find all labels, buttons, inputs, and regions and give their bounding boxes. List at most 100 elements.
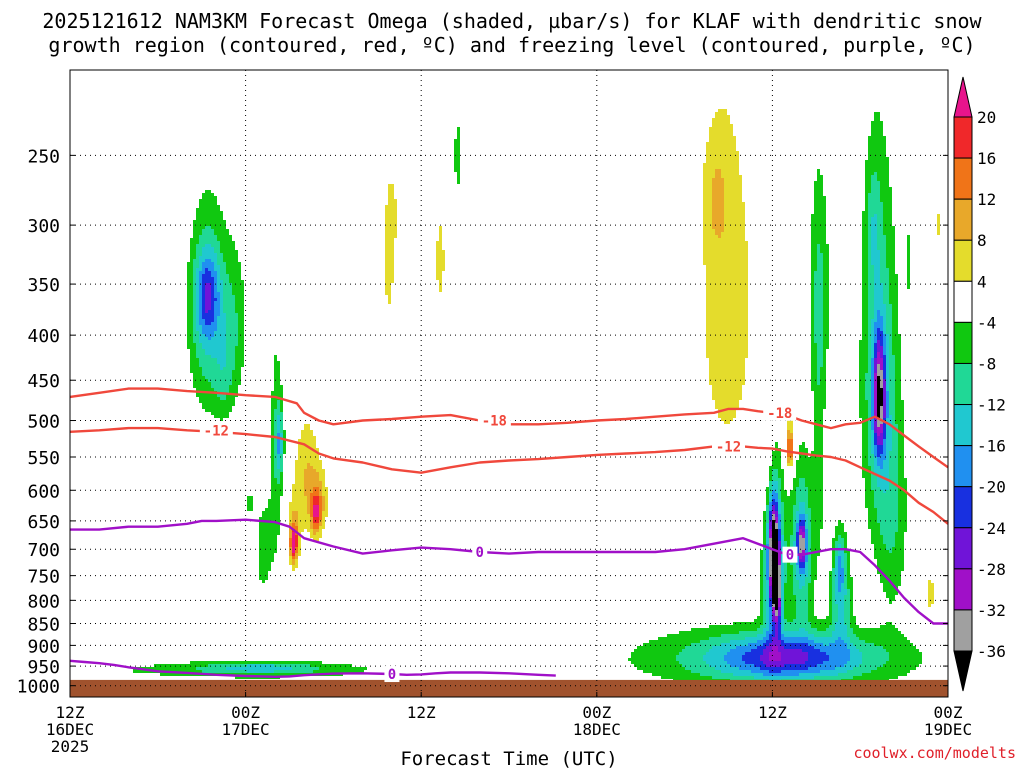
omega-cell (271, 412, 274, 415)
omega-cell (277, 463, 280, 466)
omega-cell (823, 259, 829, 262)
omega-cell (880, 262, 886, 265)
omega-cell (223, 259, 238, 262)
omega-cell (880, 271, 889, 274)
omega-cell (883, 445, 886, 448)
y-tick-label: 350 (27, 275, 60, 296)
omega-cell (775, 511, 778, 514)
omega-cell (289, 562, 292, 565)
omega-cell (310, 535, 322, 538)
omega-cell (811, 331, 814, 334)
omega-cell (313, 529, 319, 532)
omega-cell (880, 577, 901, 580)
omega-cell (772, 610, 775, 613)
omega-cell (205, 286, 211, 289)
omega-cell (307, 508, 310, 511)
omega-cell (877, 328, 880, 331)
omega-cell (217, 322, 226, 325)
omega-cell (907, 271, 910, 274)
omega-cell (220, 247, 235, 250)
omega-cell (187, 310, 193, 313)
omega-cell (199, 364, 220, 367)
colorbar-label: -20 (977, 478, 1006, 497)
omega-cell (193, 310, 196, 313)
omega-cell (841, 565, 844, 568)
omega-cell (883, 538, 895, 541)
omega-cell (847, 568, 850, 571)
omega-cell (835, 577, 838, 580)
omega-cell (793, 526, 796, 529)
x-tick-label: 12Z (56, 703, 85, 722)
omega-cell (832, 598, 835, 601)
omega-cell (898, 523, 907, 526)
omega-cell (781, 622, 784, 625)
omega-cell (829, 643, 847, 646)
omega-cell (859, 364, 868, 367)
omega-cell (193, 307, 196, 310)
omega-cell (319, 499, 322, 502)
omega-cell (280, 481, 283, 484)
omega-cell (877, 421, 883, 424)
omega-cell (769, 553, 772, 556)
omega-cell (295, 550, 298, 553)
omega-cell (763, 553, 766, 556)
omega-cell (847, 565, 850, 568)
omega-cell (454, 151, 460, 154)
omega-cell (817, 253, 823, 256)
omega-cell (805, 580, 811, 583)
omega-cell (871, 379, 874, 382)
omega-cell (712, 391, 742, 394)
omega-cell (235, 301, 244, 304)
omega-cell (772, 640, 781, 643)
omega-cell (871, 349, 874, 352)
omega-cell (211, 298, 217, 301)
omega-cell (811, 232, 826, 235)
omega-cell (193, 373, 202, 376)
omega-cell (703, 253, 748, 256)
omega-cell (811, 520, 823, 523)
omega-cell (703, 187, 712, 190)
omega-cell (211, 286, 214, 289)
omega-cell (796, 559, 799, 562)
omega-cell (811, 508, 823, 511)
omega-cell (199, 340, 226, 343)
omega-cell (862, 658, 889, 661)
omega-cell (820, 379, 826, 382)
omega-cell (805, 523, 808, 526)
omega-cell (865, 376, 871, 379)
omega-cell (781, 574, 784, 577)
omega-cell (865, 499, 874, 502)
omega-cell (862, 445, 868, 448)
omega-cell (871, 442, 874, 445)
colorbar-swatch (953, 116, 973, 159)
omega-cell (835, 541, 844, 544)
omega-cell (805, 532, 808, 535)
omega-cell (436, 259, 445, 262)
omega-cell (886, 457, 889, 460)
omega-cell (811, 286, 814, 289)
omega-cell (865, 193, 868, 196)
omega-cell (202, 277, 214, 280)
omega-cell (832, 586, 835, 589)
omega-cell (808, 658, 829, 661)
omega-cell (295, 535, 298, 538)
omega-cell (889, 397, 895, 400)
omega-cell (868, 274, 874, 277)
omega-cell (763, 610, 766, 613)
omega-cell (823, 346, 829, 349)
omega-cell (862, 652, 889, 655)
omega-cell (202, 307, 205, 310)
omega-cell (796, 568, 799, 571)
omega-cell (814, 199, 826, 202)
omega-cell (214, 262, 217, 265)
omega-cell (817, 628, 826, 631)
omega-cell (199, 331, 202, 334)
omega-cell (760, 556, 763, 559)
omega-cell (880, 409, 883, 412)
omega-cell (865, 202, 868, 205)
omega-cell (889, 373, 895, 376)
omega-cell (889, 343, 892, 346)
omega-cell (772, 568, 778, 571)
omega-cell (760, 667, 808, 670)
omega-cell (208, 268, 214, 271)
